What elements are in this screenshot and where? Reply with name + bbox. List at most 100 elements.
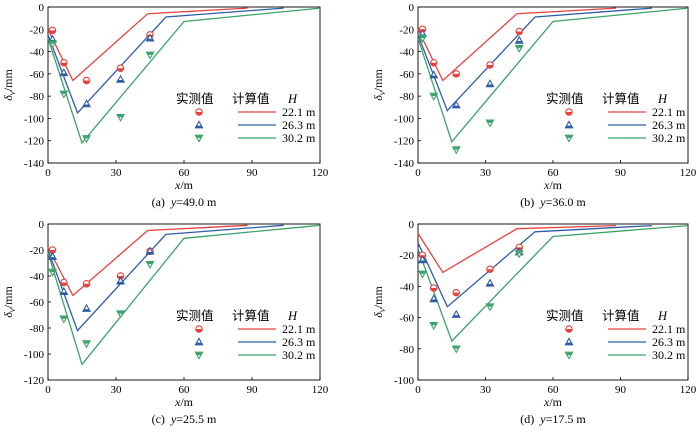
y-tick-label: -40 [29, 271, 44, 283]
caption-prefix: (c) [152, 412, 165, 426]
measured-point-fill [83, 341, 90, 344]
legend-calculated-header: 计算值 [602, 91, 640, 106]
x-axis-var: x [174, 395, 181, 409]
y-axis-sub: v [377, 91, 387, 95]
panel-2: 0 30 60 90 120 0 -20 -40 -60 -80 -100 -120 x/m δv/mm 实… [1, 219, 329, 426]
x-axis-label: x/m [543, 178, 563, 192]
y-axis-var: δ [371, 312, 385, 318]
legend-entry-label: 22.1 m [652, 322, 686, 336]
x-axis-unit: /m [180, 395, 193, 409]
measured-point-fill [430, 287, 437, 292]
caption-value: =36.0 m [546, 195, 587, 209]
y-axis-unit: /mm [1, 69, 15, 92]
caption-var: y [170, 412, 177, 426]
measured-point-fill [486, 84, 494, 87]
y-tick-label: -20 [399, 250, 414, 262]
y-axis-unit: /mm [371, 286, 385, 309]
x-tick-label: 90 [247, 167, 259, 179]
x-tick-label: 120 [312, 167, 329, 179]
legend-entry-label: 22.1 m [282, 322, 316, 336]
legend-h-header: H [287, 309, 298, 323]
legend-calculated-header: 计算值 [232, 91, 270, 106]
legend-marker-fill [565, 329, 573, 333]
y-tick-label: -80 [29, 91, 44, 103]
x-tick-label: 60 [548, 384, 560, 396]
x-tick-label: 120 [680, 384, 697, 396]
y-tick-label: -100 [394, 375, 415, 387]
measured-point-fill [430, 62, 437, 66]
plot-frame [417, 6, 689, 164]
measured-point-fill [146, 38, 154, 41]
y-axis-sub: v [7, 91, 17, 95]
measured-point-fill [117, 80, 124, 83]
calculated-line-0 [47, 224, 248, 297]
y-tick-label: 0 [39, 219, 45, 231]
x-tick-label: 0 [415, 384, 421, 396]
legend-marker-fill [196, 135, 202, 138]
calculated-line-0 [47, 7, 248, 82]
measured-point-fill [430, 299, 438, 302]
x-tick-label: 90 [615, 167, 627, 179]
calculated-line-2 [417, 7, 689, 144]
legend-entry-label: 26.3 m [282, 335, 316, 349]
y-tick-label: -140 [394, 158, 415, 170]
legend-measured-header: 实测值 [176, 308, 214, 323]
x-tick-label: 30 [111, 384, 123, 396]
legend-marker-fill [566, 135, 572, 138]
legend-measured-header: 实测值 [176, 91, 214, 106]
measured-point-fill [83, 104, 90, 107]
legend-calculated-header: 计算值 [232, 308, 270, 323]
y-tick-label: -120 [24, 375, 45, 387]
caption-prefix: (b) [520, 195, 534, 209]
measured-point-fill [453, 292, 460, 296]
calculated-line-2 [47, 224, 321, 366]
measured-point-fill [117, 114, 124, 118]
legend-entry-label: 30.2 m [282, 348, 316, 362]
legend-measured-header: 实测值 [546, 91, 584, 106]
legend-marker-fill [195, 329, 203, 333]
y-tick-label: -100 [394, 113, 415, 125]
measured-point-fill [49, 30, 56, 34]
measured-point-fill [83, 80, 90, 84]
measured-point-fill [486, 283, 494, 286]
measured-point-fill [453, 147, 460, 150]
measured-point-fill [487, 120, 493, 123]
measured-point-fill [452, 105, 460, 108]
x-axis-unit: /m [180, 178, 193, 192]
x-tick-label: 0 [415, 167, 421, 179]
legend-entry-label: 26.3 m [282, 118, 316, 132]
legend-marker-fill [195, 125, 203, 128]
y-tick-label: -140 [24, 158, 45, 170]
measured-point-fill [49, 257, 56, 260]
measured-point-fill [453, 73, 460, 78]
y-tick-label: -40 [399, 47, 414, 59]
y-axis-unit: /mm [1, 286, 15, 309]
x-tick-label: 60 [179, 167, 191, 179]
measured-point-fill [516, 45, 523, 49]
measured-point-fill [419, 35, 426, 39]
measured-point-fill [60, 73, 68, 76]
legend-entry-label: 26.3 m [652, 118, 686, 132]
y-axis-sub: v [377, 308, 387, 312]
panel-caption: (c) y=25.5 m [152, 412, 217, 426]
measured-point-fill [60, 62, 68, 66]
measured-point-fill [49, 269, 56, 273]
legend-h-header: H [657, 309, 668, 323]
plot-frame [47, 6, 321, 164]
measured-point-fill [516, 31, 523, 35]
plot-frame [417, 223, 689, 381]
legend-measured-header: 实测值 [546, 308, 584, 323]
caption-prefix: (d) [520, 412, 534, 426]
calculated-line-0 [417, 7, 617, 82]
measured-point-fill [430, 75, 438, 78]
caption-value: =25.5 m [176, 412, 217, 426]
x-tick-label: 30 [480, 384, 492, 396]
y-axis-var: δ [1, 312, 15, 318]
measured-point-fill [117, 311, 124, 314]
y-axis-label: δv/mm [1, 69, 17, 101]
measured-point-fill [60, 316, 67, 319]
caption-prefix: (a) [152, 195, 165, 209]
calculated-line-2 [47, 7, 321, 145]
y-tick-label: -60 [399, 313, 414, 325]
y-tick-label: 0 [39, 2, 45, 14]
